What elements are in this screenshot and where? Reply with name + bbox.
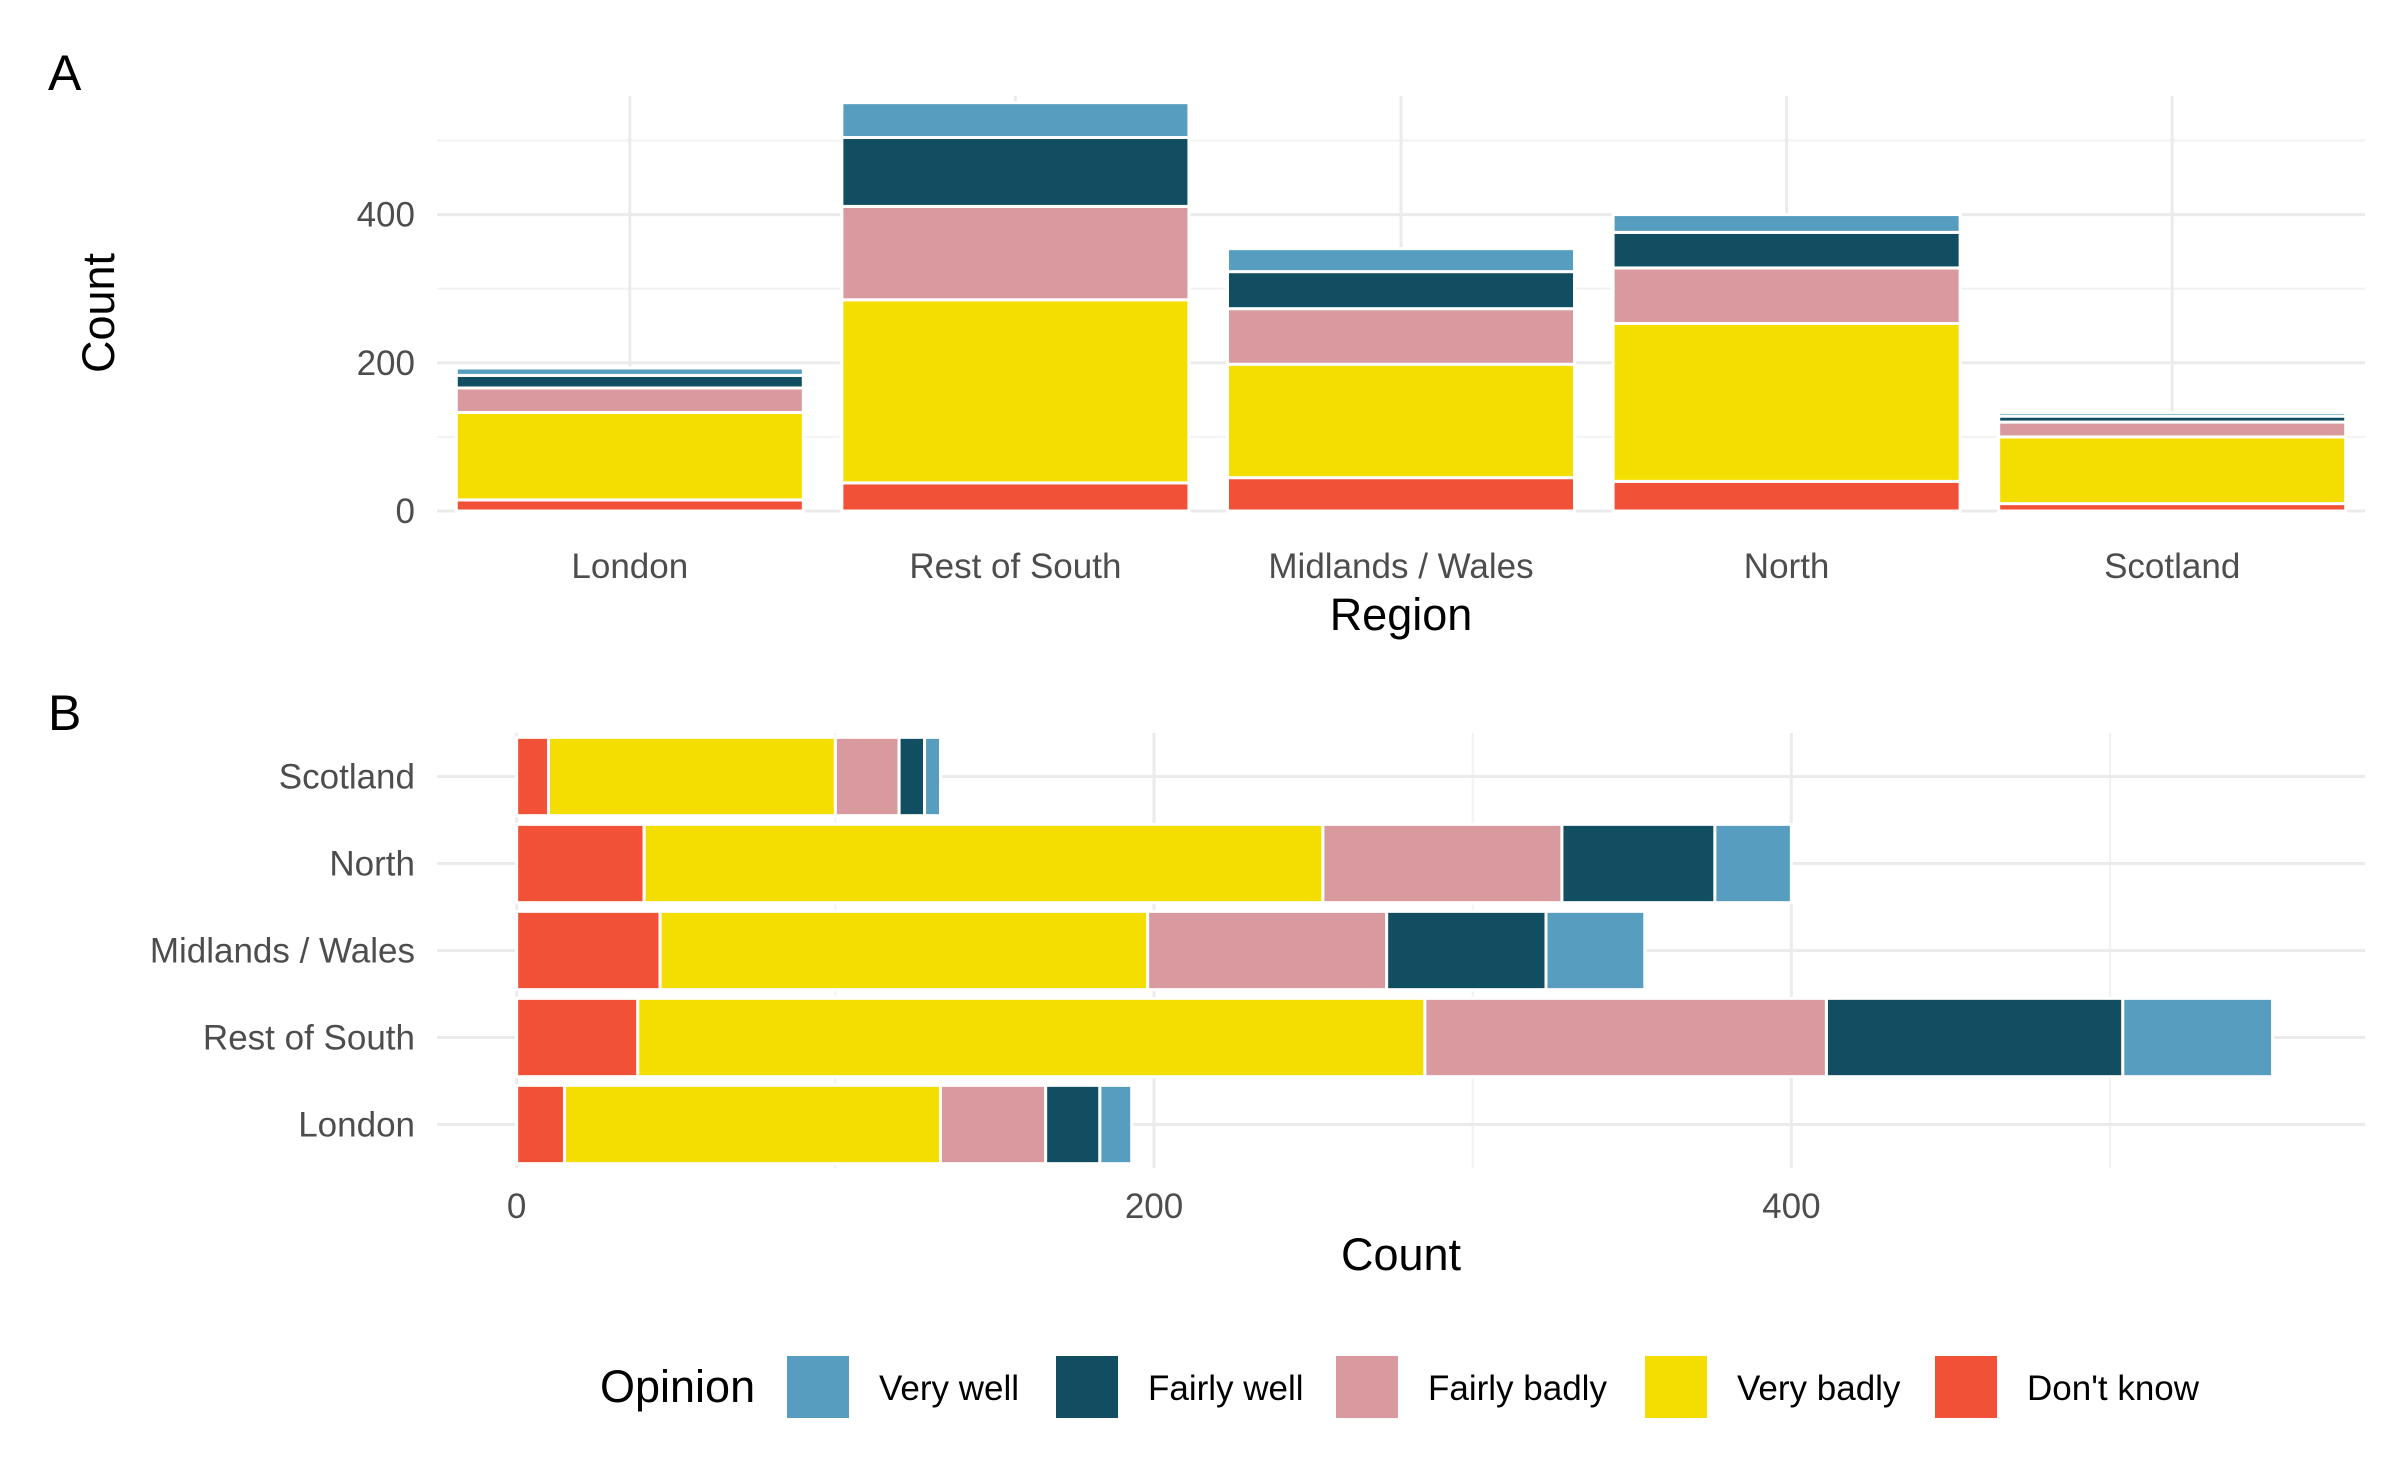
panel-b-bar-north-fairly-well	[1560, 822, 1717, 905]
panel-b-bar-rest-of-south-very-well	[2121, 996, 2275, 1079]
panel-b-bar-midlands-wales-very-badly	[658, 909, 1150, 992]
panel-b-x-tick-label: 400	[1762, 1187, 1820, 1226]
panel-b-bar-rest-of-south-fairly-well	[1824, 996, 2125, 1079]
panel-a-bar-london-very-badly	[454, 410, 805, 502]
panel-a-tag: A	[48, 45, 82, 101]
panel-a-bar-north-don-t-know	[1611, 479, 1962, 513]
panel-a-bars	[454, 101, 2348, 513]
panel-a-bar-midlands-wales-very-well	[1225, 247, 1577, 274]
panel-a-bar-london-fairly-badly	[454, 386, 805, 414]
panel-b-y-tick-midlands-wales: Midlands / Wales	[150, 932, 415, 971]
panel-b-x-axis-title: Count	[1341, 1229, 1462, 1280]
panel-a-bar-scotland-very-well	[1997, 410, 2348, 418]
panel-b-x-tick-label: 200	[1125, 1187, 1183, 1226]
legend-items: Very well Fairly well Fairly badly Very bad…	[787, 1356, 2200, 1418]
panel-a-bar-london-don-t-know	[454, 498, 805, 513]
panel-a-bar-rest-of-south-don-t-know	[840, 481, 1191, 513]
panel-b-bar-midlands-wales-fairly-badly	[1146, 909, 1389, 992]
panel-b-bar-north-don-t-know	[515, 822, 646, 905]
panel-a-x-tick-north: North	[1744, 547, 1830, 586]
panel-a-y-tick-label: 200	[357, 344, 415, 383]
panel-b-bar-london-fairly-well	[1044, 1083, 1102, 1166]
panel-a-y-tick-labels: 0 200 400	[357, 196, 415, 531]
panel-b-x-tick-labels: 0 200 400	[507, 1187, 1821, 1226]
panel-a-bar-rest-of-south-very-badly	[840, 298, 1191, 485]
panel-a-x-tick-rest-of-south: Rest of South	[909, 547, 1121, 586]
panel-a-bar-midlands-wales-fairly-well	[1225, 270, 1577, 311]
legend-swatch-very-badly	[1645, 1356, 1707, 1418]
panel-b-bar-midlands-wales-don-t-know	[515, 909, 662, 992]
panel-a-bar-midlands-wales-don-t-know	[1225, 476, 1577, 513]
panel-b-bar-scotland-very-badly	[547, 735, 837, 818]
panel-b-bar-midlands-wales-very-well	[1544, 909, 1647, 992]
panel-a-bar-north-very-badly	[1611, 322, 1962, 483]
panel-b-bar-rest-of-south-very-badly	[636, 996, 1427, 1079]
panel-b-bar-rest-of-south-don-t-know	[515, 996, 640, 1079]
panel-b-y-tick-london: London	[298, 1106, 415, 1145]
panel-a-bar-midlands-wales-fairly-badly	[1225, 307, 1577, 366]
panel-a-bar-midlands-wales-very-badly	[1225, 362, 1577, 480]
panel-a-bar-north-fairly-badly	[1611, 266, 1962, 326]
panel-a-bar-scotland-fairly-badly	[1997, 420, 2348, 439]
legend-swatch-fairly-well	[1056, 1356, 1118, 1418]
legend: Opinion Very well Fairly well Fairly badly…	[600, 1356, 2200, 1418]
panel-a-bar-london-fairly-well	[454, 373, 805, 390]
panel-a-bar-scotland-very-badly	[1997, 435, 2348, 506]
panel-a-bar-rest-of-south-fairly-well	[840, 136, 1191, 208]
panel-b-y-tick-rest-of-south: Rest of South	[203, 1019, 415, 1058]
legend-label-don-t-know: Don't know	[2027, 1369, 2200, 1408]
panel-b-tag: B	[48, 685, 81, 741]
legend-label-fairly-well: Fairly well	[1148, 1369, 1304, 1408]
legend-label-fairly-badly: Fairly badly	[1428, 1369, 1607, 1408]
panel-b-bar-scotland-fairly-badly	[833, 735, 901, 818]
legend-title: Opinion	[600, 1361, 755, 1412]
panel-a-y-axis-title: Count	[73, 252, 124, 373]
panel-a-bar-rest-of-south-fairly-badly	[840, 204, 1191, 302]
panel-a-bar-chart: A 0 200 400 London Rest of South Midlands / …	[48, 45, 2365, 640]
panel-a-x-tick-labels: London Rest of South Midlands / Wales North…	[571, 547, 2240, 586]
panel-a-bar-north-fairly-well	[1611, 230, 1962, 270]
panel-b-bar-north-very-well	[1713, 822, 1793, 905]
legend-swatch-very-well	[787, 1356, 849, 1418]
panel-b-bar-midlands-wales-fairly-well	[1385, 909, 1548, 992]
panel-a-bar-london-very-well	[454, 366, 805, 377]
panel-b-bar-scotland-don-t-know	[515, 735, 551, 818]
panel-b-bar-north-fairly-badly	[1321, 822, 1564, 905]
panel-a-x-tick-midlands-wales: Midlands / Wales	[1268, 547, 1533, 586]
panel-b-bars	[515, 735, 2275, 1166]
legend-swatch-fairly-badly	[1336, 1356, 1398, 1418]
panel-a-y-tick-label: 400	[357, 196, 415, 235]
panel-b-bar-scotland-fairly-well	[897, 735, 927, 818]
legend-label-very-well: Very well	[879, 1369, 1019, 1408]
panel-a-x-tick-scotland: Scotland	[2104, 547, 2240, 586]
legend-swatch-don-t-know	[1935, 1356, 1997, 1418]
panel-b-bar-chart: B London Rest of South Midlands / Wales Nor…	[48, 685, 2365, 1280]
panel-a-bar-rest-of-south-very-well	[840, 101, 1191, 139]
panel-b-x-tick-label: 0	[507, 1187, 526, 1226]
panel-b-bar-rest-of-south-fairly-badly	[1423, 996, 1828, 1079]
panel-b-bar-london-very-badly	[562, 1083, 943, 1166]
panel-a-x-tick-london: London	[571, 547, 688, 586]
panel-b-bar-scotland-very-well	[923, 735, 943, 818]
panel-b-bar-north-very-badly	[642, 822, 1325, 905]
panel-b-bar-london-very-well	[1098, 1083, 1134, 1166]
panel-a-x-axis-title: Region	[1330, 589, 1473, 640]
panel-a-bar-north-very-well	[1611, 213, 1962, 234]
panel-a-y-tick-label: 0	[396, 492, 415, 531]
panel-b-bar-london-fairly-badly	[939, 1083, 1048, 1166]
panel-b-y-tick-north: North	[329, 845, 415, 884]
panel-b-bar-london-don-t-know	[515, 1083, 566, 1166]
legend-label-very-badly: Very badly	[1737, 1369, 1901, 1408]
panel-b-y-tick-labels: London Rest of South Midlands / Wales North…	[150, 758, 415, 1145]
panel-b-y-tick-scotland: Scotland	[279, 758, 415, 797]
